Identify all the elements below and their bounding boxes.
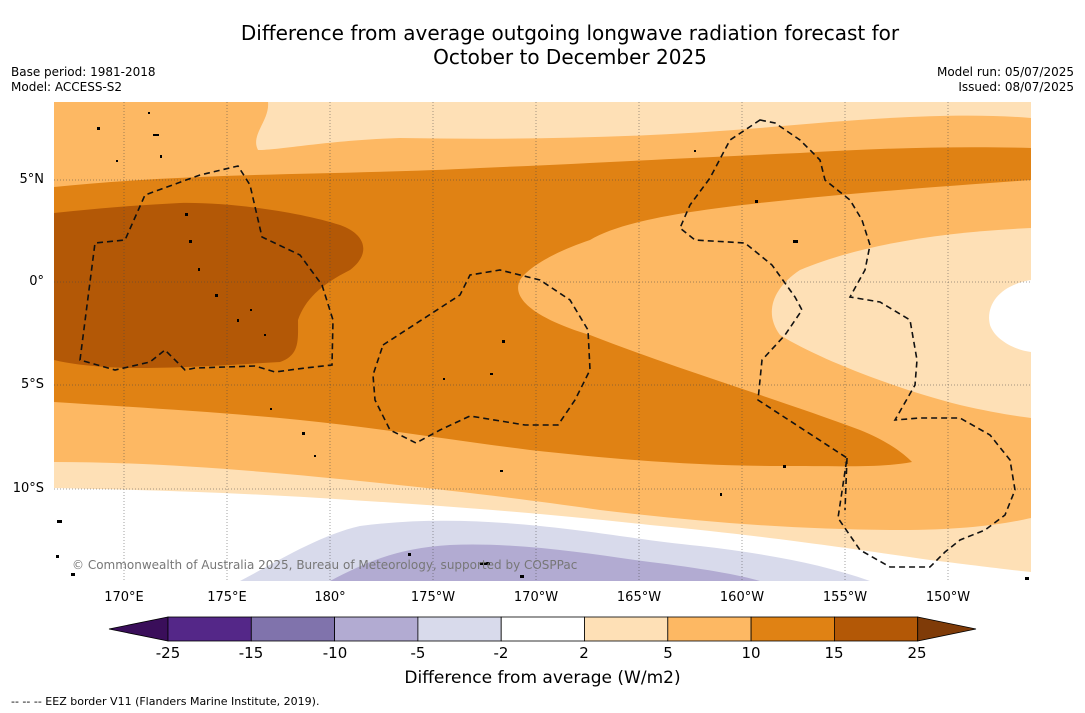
colorbar-bin-8 <box>750 616 835 642</box>
model-run-text: Model run: 05/07/2025 <box>936 65 1074 79</box>
lon-label-180: 180° <box>314 590 346 605</box>
colorbar-bin-3 <box>334 616 419 642</box>
colorbar-tick-label: -15 <box>238 644 264 662</box>
lon-label-170e: 170°E <box>104 590 144 605</box>
lon-label-175e: 175°E <box>207 590 247 605</box>
map-title-line-1: Difference from average outgoing longwav… <box>240 21 900 45</box>
lon-label-170w: 170°W <box>513 590 559 605</box>
colorbar-tick-label: -10 <box>322 644 348 662</box>
map-plot-area <box>54 102 1031 581</box>
colorbar-tick-label: 25 <box>907 644 927 662</box>
colorbar-bin-9 <box>834 616 919 642</box>
run-info: Model run: 05/07/2025 Issued: 08/07/2025 <box>937 65 1074 95</box>
lat-label-10s: 10°S <box>12 481 44 496</box>
colorbar-tick-label: -5 <box>410 644 426 662</box>
model-name-text: Model: ACCESS-S2 <box>11 80 123 94</box>
colorbar-bin-2 <box>250 616 336 642</box>
lat-label-0: 0° <box>29 274 44 289</box>
colorbar-title: Difference from average (W/m2) <box>404 668 681 688</box>
band-2-5-north <box>255 102 1031 150</box>
colorbar-extend-high <box>917 616 977 642</box>
colorbar-bin-7 <box>667 616 752 642</box>
lon-label-160w: 160°W <box>719 590 765 605</box>
base-period-text: Base period: 1981-2018 <box>11 65 156 79</box>
issued-date-text: Issued: 08/07/2025 <box>958 80 1074 94</box>
colorbar-tick-label: 15 <box>824 644 844 662</box>
model-info: Base period: 1981-2018 Model: ACCESS-S2 <box>11 65 156 95</box>
colorbar-tick-label: 5 <box>663 644 673 662</box>
colorbar-tick-label: -2 <box>493 644 509 662</box>
lon-label-155w: 155°W <box>822 590 868 605</box>
band-2-5-east <box>771 228 1031 418</box>
map-title: Difference from average outgoing longwav… <box>0 21 1085 69</box>
lat-label-5s: 5°S <box>20 377 44 392</box>
colorbar-bin-1 <box>167 616 252 642</box>
eez-line-islands <box>679 119 1016 568</box>
colorbar-tick-label: 2 <box>579 644 589 662</box>
band-neg5-neg10 <box>330 544 760 581</box>
band-15-25-west <box>54 202 364 368</box>
colorbar-bin-5 <box>500 616 585 642</box>
band-neutral-east <box>989 280 1031 352</box>
colorbar-extend-low <box>108 616 169 642</box>
eez-legend: -- -- -- EEZ border V11 (Flanders Marine… <box>11 695 320 708</box>
lon-label-175w: 175°W <box>410 590 456 605</box>
colorbar-bin-4 <box>417 616 502 642</box>
colorbar-tick-label: -25 <box>155 644 181 662</box>
lon-label-150w: 150°W <box>925 590 971 605</box>
eez-line-islands-arm <box>844 457 848 511</box>
colorbar-tick-label: 10 <box>741 644 761 662</box>
copyright-notice: © Commonwealth of Australia 2025, Bureau… <box>72 558 578 572</box>
colorbar <box>108 616 977 642</box>
lon-label-165w: 165°W <box>616 590 662 605</box>
map-title-line-2: October to December 2025 <box>433 45 707 69</box>
eez-borders <box>79 119 1016 568</box>
islands <box>56 112 1029 580</box>
eez-tokelau <box>372 269 591 444</box>
colorbar-bin-6 <box>584 616 669 642</box>
lat-label-5n: 5°N <box>19 172 45 187</box>
